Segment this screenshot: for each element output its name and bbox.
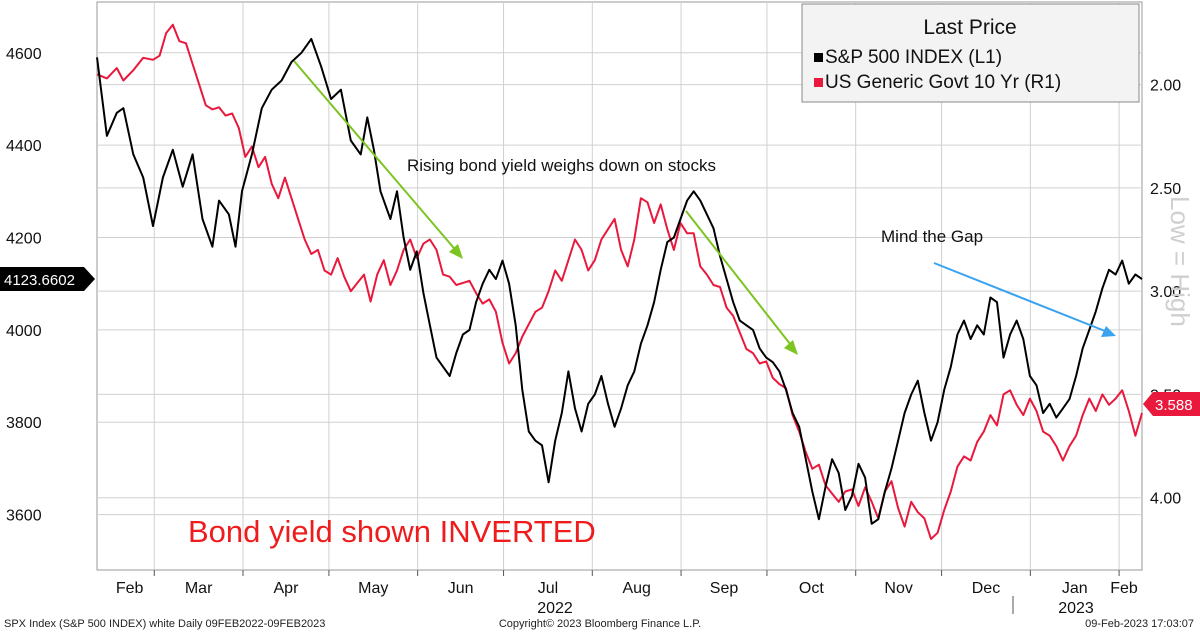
month-label: Nov <box>884 580 912 597</box>
legend: Last Price S&P 500 INDEX (L1) US Generic… <box>801 3 1140 103</box>
blue-arrow <box>933 262 1111 334</box>
right-tick-label: 2.00 <box>1150 78 1181 95</box>
green-arrow-2 <box>685 210 795 350</box>
month-label: Dec <box>972 580 1000 597</box>
month-label: Jan <box>1062 580 1088 597</box>
right-last-value: 3.588 <box>1155 397 1193 414</box>
left-axis: 4600 4400 4200 4000 3800 3600 <box>6 46 42 525</box>
x-axis-years: 2022 2023 <box>537 596 1094 617</box>
green-arrow-1 <box>293 60 460 255</box>
month-label: Jul <box>538 580 558 597</box>
footer-right: 09-Feb-2023 17:03:07 <box>1085 618 1194 630</box>
month-label: Jun <box>448 580 474 597</box>
right-tick-label: 4.00 <box>1150 491 1181 508</box>
legend-box <box>801 3 1140 103</box>
left-last-value-badge: 4123.6602 <box>0 267 95 291</box>
month-label: Feb <box>1110 580 1138 597</box>
spx-series-line <box>96 37 1143 525</box>
legend-label-spx: S&P 500 INDEX (L1) <box>825 47 1002 68</box>
left-tick-label: 4200 <box>6 231 42 248</box>
blue-arrow-head <box>1101 326 1116 337</box>
left-tick-label: 3800 <box>6 415 42 432</box>
right-side-label: Low = High <box>1165 196 1195 327</box>
month-label: Sep <box>710 580 739 597</box>
chart: 4600 4400 4200 4000 3800 3600 2.00 2.50 3.00 3.5… <box>0 1 1200 617</box>
legend-swatch-spx <box>814 53 823 62</box>
month-label: Feb <box>116 580 144 597</box>
left-tick-label: 3600 <box>6 508 42 525</box>
year-label: 2022 <box>537 600 573 617</box>
x-axis-months: Feb Mar Apr May Jun Jul Aug Sep Oct Nov Dec Jan Feb <box>116 580 1138 597</box>
annotation-inverted: Bond yield shown INVERTED <box>188 514 596 549</box>
year-label: 2023 <box>1058 600 1094 617</box>
month-label: Oct <box>799 580 824 597</box>
right-last-value-badge: 3.588 <box>1143 392 1200 416</box>
left-tick-label: 4000 <box>6 323 42 340</box>
annotation-arrows <box>293 60 1116 355</box>
bond-yield-series-line <box>96 23 1143 540</box>
green-arrow-1-head <box>449 244 463 259</box>
left-tick-label: 4400 <box>6 138 42 155</box>
series-layer <box>96 23 1143 540</box>
legend-swatch-bond <box>814 78 823 87</box>
green-arrow-2-head <box>784 340 798 355</box>
footer-left: SPX Index (S&P 500 INDEX) white Daily 09… <box>4 618 326 630</box>
month-label: May <box>358 580 388 597</box>
month-label: Aug <box>622 580 650 597</box>
legend-title: Last Price <box>923 16 1016 39</box>
month-label: Mar <box>185 580 213 597</box>
annotation-rising-yield: Rising bond yield weighs down on stocks <box>407 156 716 175</box>
legend-label-bond: US Generic Govt 10 Yr (R1) <box>825 72 1061 93</box>
annotation-mind-gap: Mind the Gap <box>881 227 983 246</box>
left-tick-label: 4600 <box>6 46 42 63</box>
month-label: Apr <box>274 580 300 597</box>
right-tick-label: 2.50 <box>1150 181 1181 198</box>
right-tick-label: 3.00 <box>1150 284 1181 301</box>
left-last-value: 4123.6602 <box>4 272 75 289</box>
